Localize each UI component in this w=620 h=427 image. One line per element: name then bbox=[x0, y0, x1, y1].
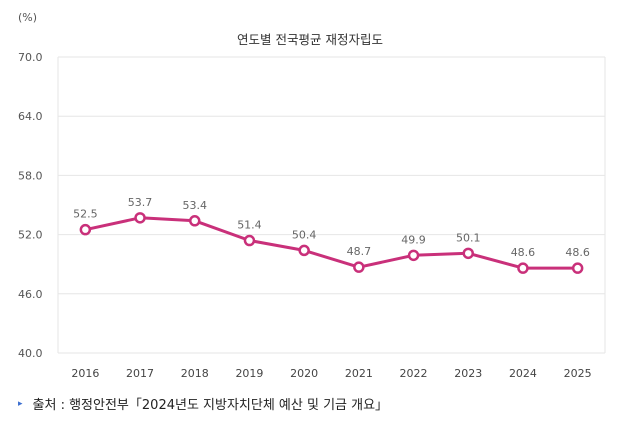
x-tick-label: 2024 bbox=[509, 367, 537, 380]
chart-title: 연도별 전국평균 재정자립도 bbox=[237, 32, 383, 47]
data-point bbox=[79, 223, 92, 236]
data-point bbox=[353, 261, 365, 273]
y-tick-label: 64.0 bbox=[18, 110, 43, 123]
x-tick-label: 2022 bbox=[400, 367, 428, 380]
x-tick-label: 2025 bbox=[564, 367, 592, 380]
x-tick-label: 2017 bbox=[126, 367, 154, 380]
data-label: 48.6 bbox=[565, 246, 590, 259]
line-chart: (%) 연도별 전국평균 재정자립도 70.0 64.0 58.0 52.0 46.0 4… bbox=[18, 11, 606, 380]
y-tick-label: 40.0 bbox=[18, 347, 43, 360]
data-label: 50.1 bbox=[456, 231, 481, 244]
grid-lines bbox=[57, 56, 606, 354]
data-point bbox=[517, 262, 529, 274]
data-point bbox=[298, 244, 310, 257]
y-axis-ticks: 70.0 64.0 58.0 52.0 46.0 40.0 bbox=[18, 51, 43, 360]
y-axis-unit-label: (%) bbox=[18, 11, 37, 24]
data-label: 51.4 bbox=[237, 219, 262, 232]
data-label: 53.4 bbox=[183, 199, 208, 212]
y-tick-label: 52.0 bbox=[18, 229, 43, 242]
data-label: 50.4 bbox=[292, 228, 317, 241]
source-text: 출처 : 행정안전부「2024년도 지방자치단체 예산 및 기금 개요」 bbox=[32, 398, 389, 413]
x-tick-label: 2019 bbox=[235, 367, 263, 380]
data-labels: 52.5 53.7 53.4 51.4 50.4 48.7 49.9 50.1 48.6 48.6 bbox=[73, 196, 590, 259]
data-label: 48.6 bbox=[511, 246, 536, 259]
x-tick-label: 2018 bbox=[181, 367, 209, 380]
x-tick-label: 2023 bbox=[454, 367, 482, 380]
data-label: 48.7 bbox=[347, 245, 372, 258]
x-tick-label: 2016 bbox=[71, 367, 99, 380]
data-points bbox=[79, 212, 584, 274]
x-tick-label: 2020 bbox=[290, 367, 318, 380]
bullet-icon: ▸ bbox=[18, 398, 23, 409]
data-label: 52.5 bbox=[73, 208, 98, 221]
x-tick-label: 2021 bbox=[345, 367, 373, 380]
data-point bbox=[134, 212, 146, 224]
x-axis-ticks: 2016 2017 2018 2019 2020 2021 2022 2023 2024 2025 bbox=[71, 367, 591, 380]
source-note: ▸ 출처 : 행정안전부「2024년도 지방자치단체 예산 및 기금 개요」 bbox=[18, 394, 388, 413]
series-line bbox=[84, 216, 578, 270]
y-tick-label: 58.0 bbox=[18, 169, 43, 182]
data-point bbox=[189, 215, 201, 227]
data-label: 49.9 bbox=[401, 233, 426, 246]
data-point bbox=[407, 249, 420, 262]
data-point bbox=[243, 234, 256, 247]
y-tick-label: 70.0 bbox=[18, 51, 43, 64]
data-label: 53.7 bbox=[128, 196, 153, 209]
data-point bbox=[571, 262, 584, 274]
y-tick-label: 46.0 bbox=[18, 288, 43, 301]
data-point bbox=[462, 247, 474, 260]
